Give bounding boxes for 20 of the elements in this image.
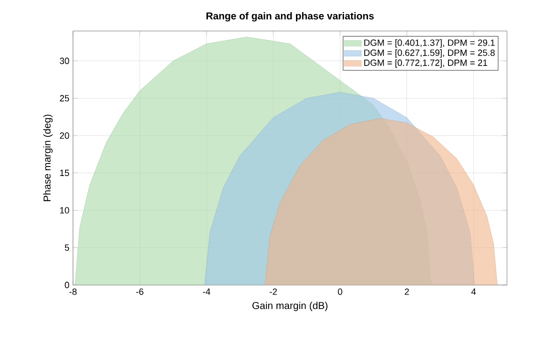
legend-label: DGM = [0.627,1.59], DPM = 25.8 <box>364 49 495 58</box>
y-tick-label: 0 <box>64 282 70 288</box>
x-tick-label: -2 <box>270 288 277 295</box>
y-tick-label: 10 <box>60 207 70 214</box>
x-tick-label: -4 <box>202 288 210 295</box>
x-tick-label: -8 <box>69 288 77 295</box>
y-tick-label: 25 <box>60 95 70 102</box>
x-tick-label: 2 <box>404 288 409 295</box>
x-tick-label: -6 <box>136 288 144 295</box>
legend-label: DGM = [0.772,1.72], DPM = 21 <box>364 59 488 68</box>
y-tick-label: 5 <box>64 244 70 251</box>
x-axis-title: Gain margin (dB) <box>252 302 328 312</box>
y-tick-label: 30 <box>60 58 70 64</box>
y-tick-label: 20 <box>60 132 70 139</box>
x-tick-label: 0 <box>338 288 342 295</box>
y-axis-title: Phase margin (deg) <box>43 114 53 202</box>
legend-label: DGM = [0.401,1.37], DPM = 29.1 <box>364 39 495 48</box>
chart-title: Range of gain and phase variations <box>206 12 374 22</box>
x-tick-label: 4 <box>471 288 476 295</box>
y-tick-label: 15 <box>60 170 70 176</box>
